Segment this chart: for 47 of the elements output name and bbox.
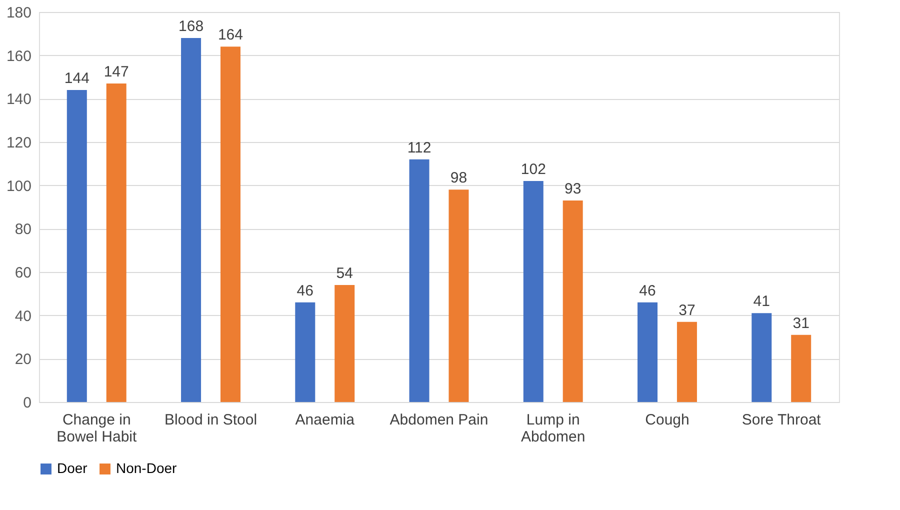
x-tick-label: Lump in Abdomen: [521, 412, 586, 446]
data-label: 31: [792, 314, 810, 332]
legend-label: Doer: [57, 460, 88, 476]
bar: [791, 334, 812, 402]
data-label: 147: [104, 64, 129, 80]
y-tick-label: 40: [14, 308, 32, 325]
y-tick-label: 140: [6, 91, 32, 108]
data-label: 102: [520, 161, 546, 178]
bar: [106, 84, 126, 402]
data-label: 112: [407, 139, 432, 156]
y-tick-label: 100: [6, 178, 32, 195]
data-label: 46: [296, 282, 314, 300]
bar: [66, 90, 87, 402]
legend-label: Non-Doer: [116, 460, 178, 476]
data-label: 144: [64, 70, 90, 87]
data-label: 93: [564, 180, 582, 198]
x-tick-label: Change in Bowel Habit: [56, 412, 138, 446]
data-label: 98: [450, 170, 468, 187]
x-tick-label: Blood in Stool: [164, 412, 258, 428]
bar: [295, 302, 316, 402]
bar: [752, 313, 772, 402]
bar: [409, 159, 430, 402]
x-tick-label: Sore Throat: [742, 412, 822, 428]
data-label: 54: [336, 265, 353, 282]
y-tick-label: 180: [6, 4, 32, 22]
data-label: 168: [178, 18, 204, 35]
bar: [562, 200, 583, 402]
data-label: 164: [218, 26, 243, 44]
x-tick-label: Abdomen Pain: [390, 412, 488, 428]
bar: [448, 190, 469, 402]
y-tick-label: 80: [14, 221, 32, 238]
data-label: 37: [678, 302, 696, 319]
x-tick-label: Anaemia: [295, 412, 356, 428]
x-tick-label: Cough: [645, 412, 690, 428]
y-tick-label: 160: [6, 48, 32, 65]
y-tick-label: 0: [23, 394, 32, 412]
data-label: 46: [639, 282, 656, 300]
y-tick-label: 120: [6, 134, 32, 152]
bar: [181, 38, 202, 402]
bar: [638, 302, 658, 402]
data-label: 41: [753, 293, 770, 310]
y-tick-label: 20: [14, 351, 32, 368]
y-tick-label: 60: [14, 264, 32, 282]
bar: [523, 181, 544, 402]
bar: [334, 285, 355, 402]
bar: [220, 46, 240, 402]
bar: [676, 322, 697, 402]
